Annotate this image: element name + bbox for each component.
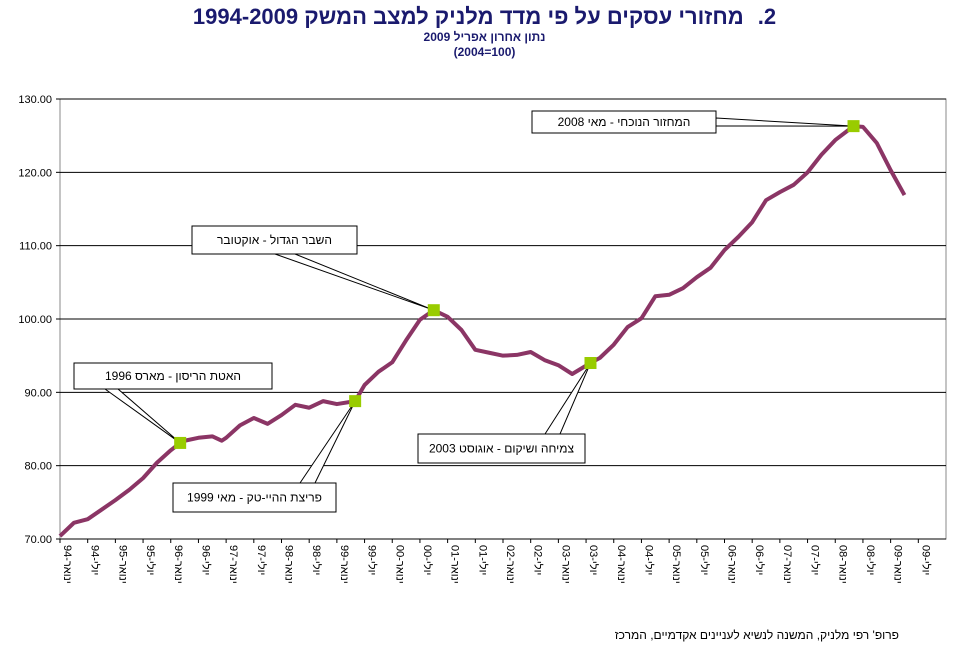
x-tick-label: ינואר-01	[449, 545, 461, 584]
y-tick-label: 70.00	[24, 534, 52, 546]
x-tick-label: יולי-99	[366, 545, 379, 575]
x-tick-label: ינואר-00	[393, 545, 405, 584]
x-tick-label: ינואר-97	[227, 545, 239, 584]
callout-box	[417, 433, 586, 464]
x-tick-label: ינואר-95	[116, 545, 128, 584]
x-tick-label: יולי-00	[421, 545, 434, 575]
annotation: המחזור הנוכחי - מאי 2008	[558, 115, 691, 129]
chart-subtitle: נתון אחרון אפריל 2009	[423, 30, 546, 44]
title-row: 2. מחזורי עסקים על פי מדד מלניק למצב המש…	[0, 4, 969, 30]
data-line	[58, 124, 907, 538]
x-tick-label: יולי-05	[698, 545, 711, 575]
x-tick-label: יולי-98	[310, 545, 323, 575]
base-note: (2004=100)	[453, 45, 516, 59]
x-tick-label: ינואר-94	[61, 545, 73, 584]
x-tick-label: ינואר-07	[781, 545, 793, 584]
x-tick-label: יולי-08	[864, 545, 877, 575]
x-tick-label: ינואר-02	[504, 545, 516, 584]
y-tick-label: 90.00	[24, 387, 52, 399]
x-tick-label: ינואר-05	[670, 545, 682, 584]
x-tick-label: יולי-95	[144, 545, 157, 575]
callout-box	[531, 110, 717, 134]
annotation: צמיחה ושיקום - אוגוסט 2003	[429, 442, 575, 456]
x-tick-label: יולי-09	[919, 545, 932, 575]
y-tick-label: 100.00	[18, 314, 52, 326]
source-note: פרופ' רפי מלניק, המשנה לנשיא לעניינים אק…	[614, 628, 899, 642]
x-tick-label: יולי-03	[587, 545, 600, 575]
x-tick-label: ינואר-09	[892, 545, 904, 584]
x-tick-label: יולי-04	[642, 545, 655, 575]
highlight-marker	[349, 395, 362, 408]
x-tick-label: יולי-94	[89, 545, 102, 575]
y-tick-label: 110.00	[19, 241, 52, 253]
x-tick-label: ינואר-04	[615, 545, 627, 584]
annotation: פריצת ההיי-טק - מאי 1999	[187, 491, 322, 505]
section-number: 2.	[757, 4, 777, 29]
callout-box	[172, 482, 337, 513]
y-tick-label: 120.00	[18, 167, 52, 179]
x-tick-label: ינואר-99	[338, 545, 350, 584]
x-tick-label: יולי-02	[532, 545, 545, 575]
highlight-marker	[584, 357, 597, 369]
x-tick-label: ינואר-06	[726, 545, 738, 584]
x-tick-label: יולי-07	[809, 545, 822, 575]
highlight-marker	[847, 120, 860, 133]
chart-title: מחזורי עסקים על פי מדד מלניק למצב המשק 1…	[192, 4, 744, 29]
y-tick-label: 80.00	[24, 461, 52, 473]
highlight-marker	[427, 304, 440, 317]
x-tick-label: ינואר-03	[559, 545, 571, 584]
x-tick-label: יולי-97	[255, 545, 268, 575]
annotation: האטת הריסון - מארס 1996	[105, 369, 241, 383]
callout-box	[73, 362, 273, 390]
highlight-marker	[174, 436, 187, 449]
annotation: השבר הגדול - אוקטובר	[217, 233, 332, 247]
x-tick-label: ינואר-08	[836, 545, 848, 584]
x-tick-label: ינואר-96	[172, 545, 184, 584]
callout-box	[191, 225, 358, 255]
x-tick-label: יולי-06	[753, 545, 766, 575]
y-tick-label: 130.00	[18, 94, 52, 106]
x-tick-label: יולי-96	[199, 545, 212, 575]
x-tick-label: ינואר-98	[283, 545, 295, 584]
header: 2. מחזורי עסקים על פי מדד מלניק למצב המש…	[0, 4, 969, 60]
x-tick-label: יולי-01	[476, 545, 489, 575]
